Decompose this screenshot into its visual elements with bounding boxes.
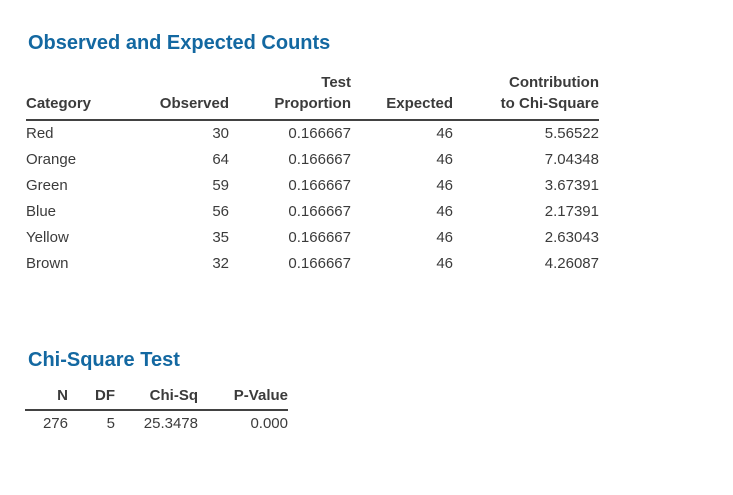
column-header-n: N <box>25 385 68 411</box>
cell-observed: 30 <box>212 125 229 142</box>
chi-square-test-table: N DF Chi-Sq P-Value 276 5 25.3478 0.000 <box>25 385 288 436</box>
cell-chi-sq: 25.3478 <box>143 415 198 432</box>
cell-contribution: 5.56522 <box>544 125 599 142</box>
column-header-test-proportion: Test Proportion <box>229 72 351 121</box>
cell-category: Yellow <box>26 229 69 246</box>
cell-category: Blue <box>26 203 57 220</box>
cell-expected: 46 <box>436 203 453 220</box>
cell-df: 5 <box>106 415 115 432</box>
observed-expected-counts-title: Observed and Expected Counts <box>28 32 331 54</box>
cell-observed: 59 <box>212 177 229 194</box>
cell-contribution: 3.67391 <box>544 177 599 194</box>
observed-expected-counts-table: Category Observed Test Proportion Expect… <box>26 72 599 277</box>
cell-n: 276 <box>42 415 68 432</box>
cell-expected: 46 <box>436 125 453 142</box>
column-header-chi-sq: Chi-Sq <box>115 385 198 411</box>
cell-contribution: 2.17391 <box>544 203 599 220</box>
table-row: Red 30 0.166667 46 5.56522 <box>26 120 599 147</box>
cell-test-proportion: 0.166667 <box>288 177 351 194</box>
column-header-expected: Expected <box>351 72 453 121</box>
column-header-df: DF <box>68 385 115 411</box>
cell-expected: 46 <box>436 177 453 194</box>
cell-test-proportion: 0.166667 <box>288 151 351 168</box>
cell-expected: 46 <box>436 151 453 168</box>
cell-category: Green <box>26 177 68 194</box>
cell-test-proportion: 0.166667 <box>288 125 351 142</box>
cell-contribution: 2.63043 <box>544 229 599 246</box>
table-row: Yellow 35 0.166667 46 2.63043 <box>26 225 599 251</box>
cell-contribution: 7.04348 <box>544 151 599 168</box>
table-header-row: Category Observed Test Proportion Expect… <box>26 72 599 121</box>
cell-p-value: 0.000 <box>250 415 288 432</box>
cell-observed: 32 <box>212 255 229 272</box>
cell-expected: 46 <box>436 255 453 272</box>
cell-test-proportion: 0.166667 <box>288 255 351 272</box>
cell-observed: 64 <box>212 151 229 168</box>
cell-category: Red <box>26 125 54 142</box>
column-header-contribution: Contribution to Chi-Square <box>453 72 599 121</box>
cell-expected: 46 <box>436 229 453 246</box>
table-row: Blue 56 0.166667 46 2.17391 <box>26 199 599 225</box>
table-row: Green 59 0.166667 46 3.67391 <box>26 173 599 199</box>
table-row: Orange 64 0.166667 46 7.04348 <box>26 147 599 173</box>
cell-observed: 35 <box>212 229 229 246</box>
cell-test-proportion: 0.166667 <box>288 203 351 220</box>
table-row: 276 5 25.3478 0.000 <box>25 410 288 436</box>
cell-test-proportion: 0.166667 <box>288 229 351 246</box>
table-header-row: N DF Chi-Sq P-Value <box>25 385 288 411</box>
column-header-category: Category <box>26 72 121 121</box>
column-header-observed: Observed <box>121 72 229 121</box>
cell-category: Brown <box>26 255 69 272</box>
column-header-p-value: P-Value <box>198 385 288 411</box>
cell-contribution: 4.26087 <box>544 255 599 272</box>
cell-observed: 56 <box>212 203 229 220</box>
table-row: Brown 32 0.166667 46 4.26087 <box>26 251 599 277</box>
cell-category: Orange <box>26 151 77 168</box>
chi-square-test-title: Chi-Square Test <box>28 349 180 371</box>
